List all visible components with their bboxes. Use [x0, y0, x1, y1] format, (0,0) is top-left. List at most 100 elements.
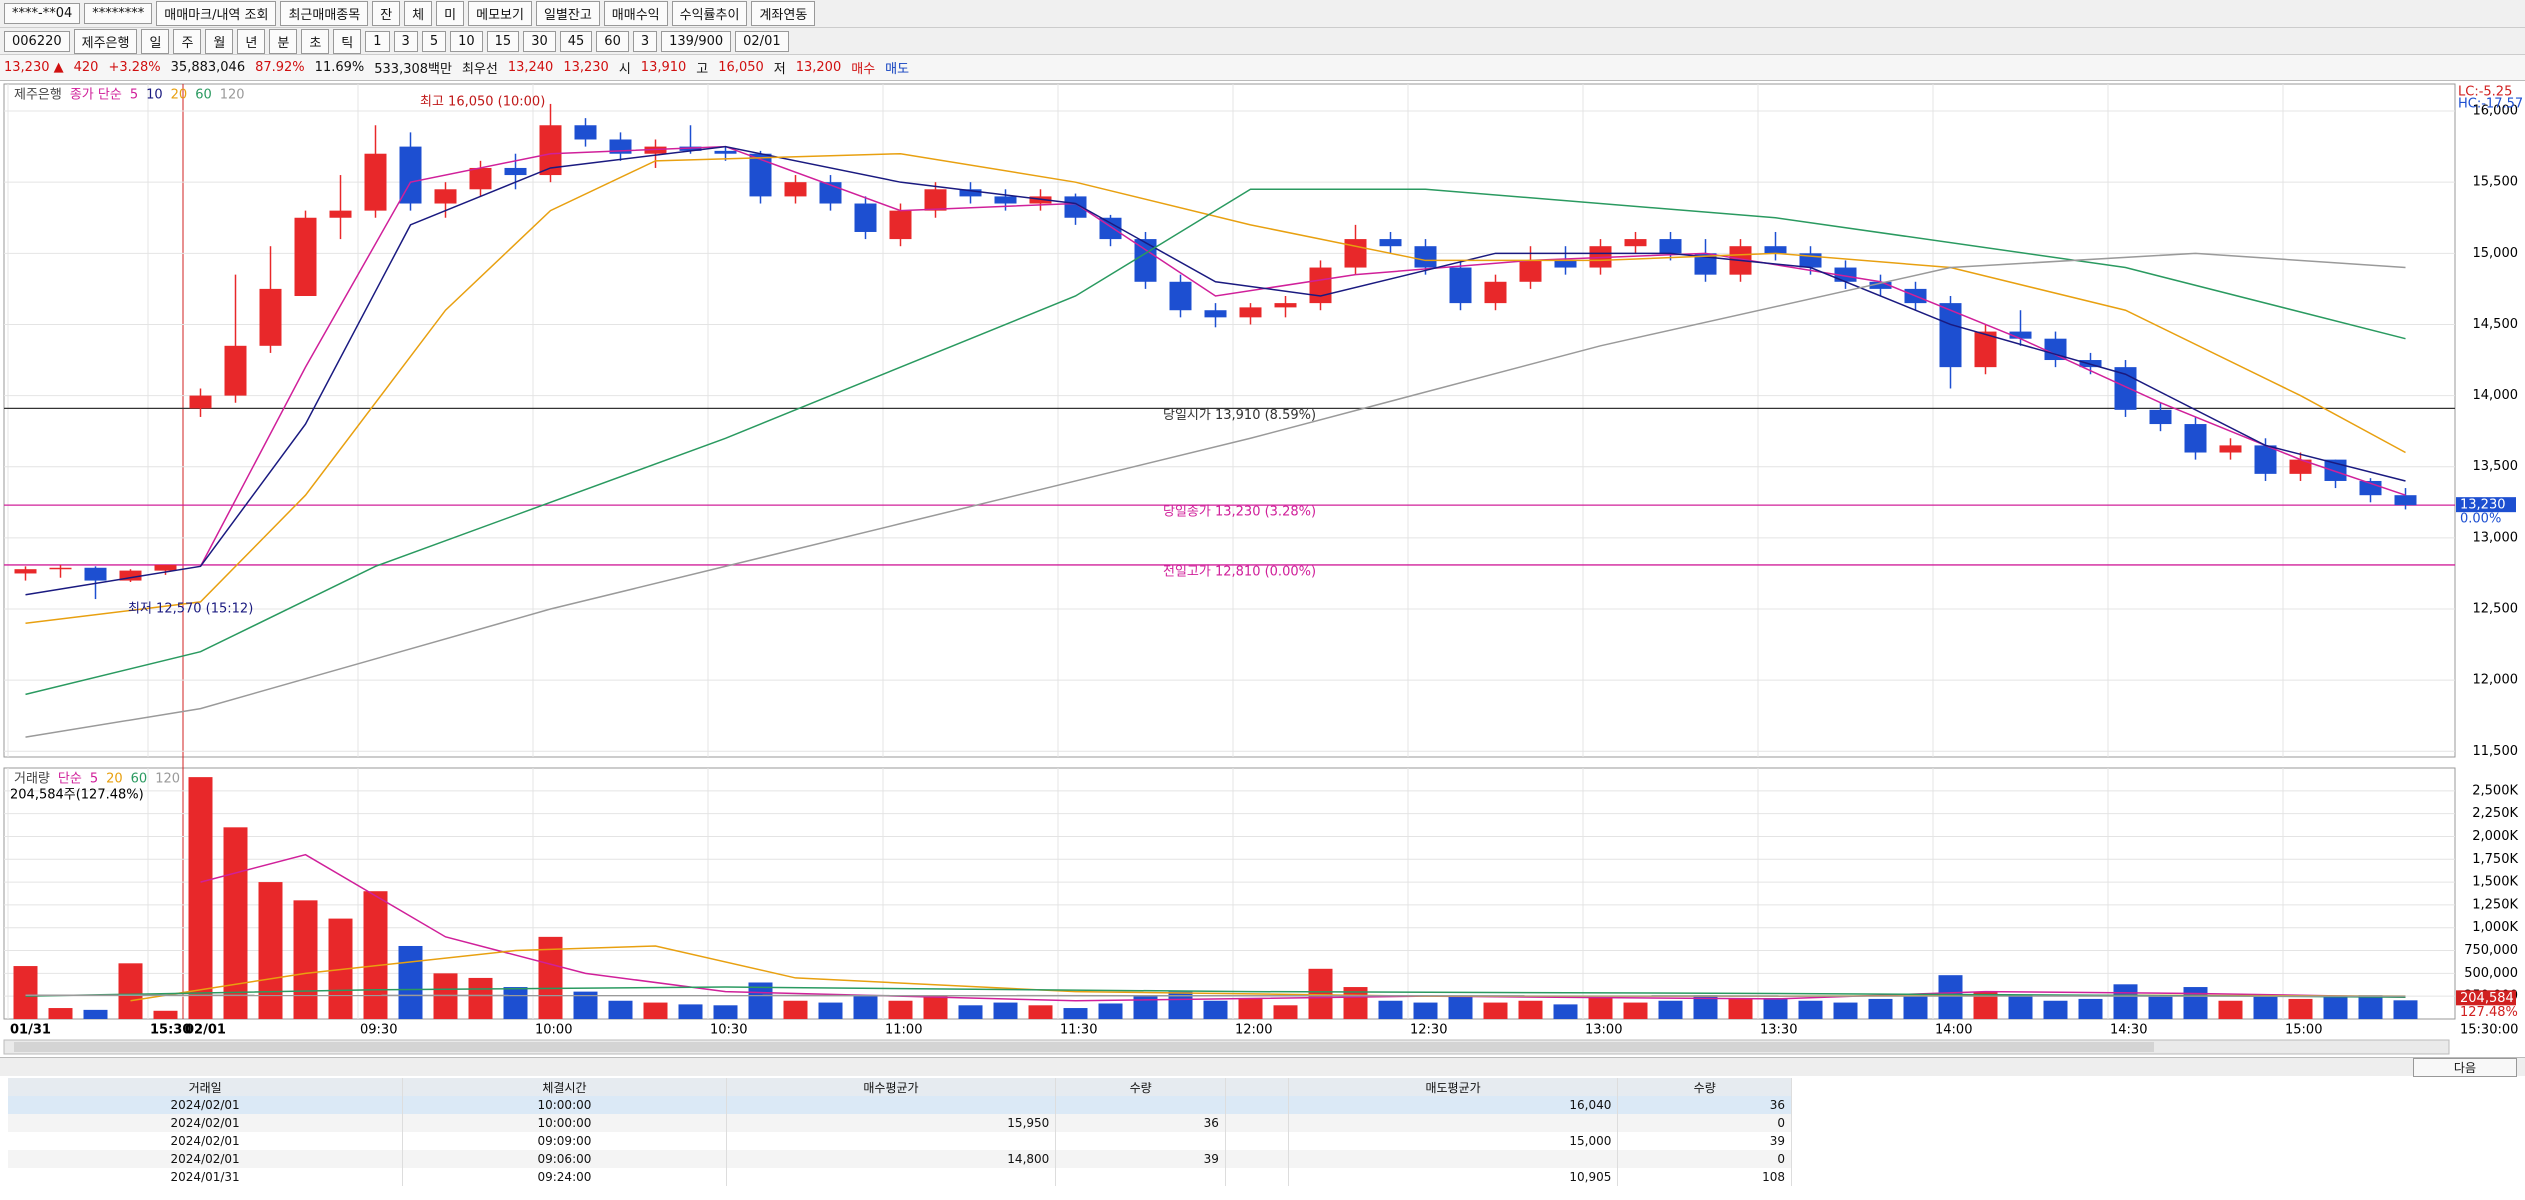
column-header: 수량 — [1617, 1078, 1792, 1096]
volume-bar — [923, 995, 948, 1019]
quote-field: 저 — [773, 62, 786, 77]
toolbar-button[interactable]: 년 — [237, 28, 266, 54]
ma-line — [25, 152, 2406, 624]
toolbar-button[interactable]: 미 — [436, 1, 465, 26]
volume-bar — [2043, 1000, 2068, 1019]
toolbar-button[interactable]: 일 — [141, 28, 170, 54]
toolbar-button[interactable]: ****-**04 — [4, 3, 81, 24]
toolbar-button[interactable]: 초 — [301, 28, 330, 54]
candle-body — [1414, 246, 1437, 268]
toolbar-button[interactable]: ******** — [84, 3, 153, 24]
table-cell — [1225, 1168, 1289, 1186]
pager: 다음 — [0, 1057, 2525, 1077]
table-cell — [1225, 1096, 1289, 1114]
toolbar-button[interactable]: 30 — [523, 30, 556, 52]
toolbar-button[interactable]: 잔 — [372, 1, 401, 26]
toolbar-button[interactable]: 139/900 — [661, 30, 732, 52]
candle-body — [1974, 331, 1997, 368]
table-cell — [726, 1132, 1057, 1150]
legend-entry: 20 — [171, 88, 188, 103]
candle-body — [1344, 239, 1367, 268]
table-row[interactable]: 2024/02/01 10:00:00 16,040 36 — [8, 1096, 1792, 1114]
x-tick-label: 10:00 — [535, 1023, 572, 1038]
volume-bar — [2183, 987, 2208, 1019]
volume-bar — [1868, 998, 1893, 1019]
volume-bar — [1798, 1000, 1823, 1019]
price-tag-label: 13,230 — [2460, 498, 2506, 513]
volume-bar — [678, 1004, 703, 1019]
toolbar-button[interactable]: 45 — [559, 30, 593, 52]
quote-field: 35,883,046 — [170, 60, 246, 75]
toolbar-button[interactable]: 일별잔고 — [535, 1, 600, 26]
table-cell: 0 — [1617, 1150, 1792, 1168]
table-cell: 108 — [1617, 1168, 1792, 1186]
quote-field: 13,910 — [640, 60, 687, 75]
toolbar-button[interactable]: 10 — [450, 30, 483, 52]
y-tick-label: 13,500 — [2473, 459, 2519, 474]
y-tick-label: 1,250K — [2472, 897, 2518, 912]
toolbar-button[interactable]: 분 — [269, 28, 298, 54]
table-row[interactable]: 2024/01/31 09:24:00 10,905 108 — [8, 1168, 1792, 1186]
candle-body — [2149, 409, 2172, 425]
x-tick-label: 14:30 — [2110, 1023, 2147, 1038]
y-tick-label: 750,000 — [2464, 943, 2518, 958]
quote-field: 420 — [73, 60, 99, 75]
volume-bar — [118, 963, 143, 1019]
table-row[interactable]: 2024/02/01 09:09:00 15,000 39 — [8, 1132, 1792, 1150]
volume-bar — [713, 1005, 738, 1019]
toolbar-button[interactable]: 주 — [173, 28, 202, 54]
legend-entry: 120 — [220, 88, 245, 103]
x-tick-label: 12:00 — [1235, 1023, 1272, 1038]
table-cell — [1225, 1114, 1289, 1132]
y-tick-label: 1,500K — [2472, 875, 2518, 890]
y-tick-label: 2,500K — [2472, 783, 2518, 798]
right-label: 0.00% — [2460, 512, 2501, 527]
toolbar-button[interactable]: 3 — [632, 30, 658, 52]
column-header: 수량 — [1055, 1078, 1226, 1096]
toolbar-button[interactable]: 수익률추이 — [671, 1, 748, 26]
legend-title: 종가 단순 — [70, 88, 122, 103]
toolbar-button[interactable]: 5 — [421, 30, 447, 52]
toolbar-button[interactable]: 006220 — [4, 30, 70, 52]
toolbar-button[interactable]: 제주은행 — [73, 28, 138, 54]
toolbar-button[interactable]: 틱 — [333, 28, 362, 54]
toolbar-button[interactable]: 60 — [596, 30, 629, 52]
table-cell — [1055, 1168, 1226, 1186]
volume-bar — [853, 996, 878, 1019]
table-row[interactable]: 2024/02/01 10:00:00 15,950 36 0 — [8, 1114, 1792, 1132]
legend-entry: 5 — [130, 88, 138, 103]
candle-body — [84, 567, 107, 581]
next-button[interactable]: 다음 — [2412, 1058, 2517, 1077]
volume-bar — [1728, 998, 1753, 1019]
toolbar-button[interactable]: 체 — [404, 1, 433, 26]
candle-body — [749, 153, 772, 197]
table-cell: 09:06:00 — [402, 1150, 727, 1168]
volume-bar — [1518, 1000, 1543, 1019]
quote-field: 13,230 — [563, 60, 609, 75]
toolbar-button[interactable]: 1 — [365, 30, 390, 52]
candle-body — [364, 153, 387, 211]
toolbar-button[interactable]: 월 — [205, 28, 234, 54]
scroll-thumb[interactable] — [14, 1042, 2154, 1052]
volume-bar — [888, 1000, 913, 1019]
volume-bar — [2253, 996, 2278, 1019]
volume-bar — [1763, 998, 1788, 1019]
toolbar-button[interactable]: 매매수익 — [603, 1, 668, 26]
toolbar-button[interactable]: 계좌연동 — [751, 1, 816, 26]
toolbar-button[interactable]: 매매마크/내역 조회 — [156, 1, 277, 26]
toolbar-button[interactable]: 02/01 — [735, 30, 789, 52]
volume-bar — [643, 1002, 668, 1019]
toolbar-button[interactable]: 메모보기 — [468, 1, 532, 26]
table-cell: 10:00:00 — [402, 1096, 727, 1114]
table-row[interactable]: 2024/02/01 09:06:00 14,800 39 0 — [8, 1150, 1792, 1168]
toolbar-button[interactable]: 15 — [486, 30, 520, 52]
toolbar-button[interactable]: 최근매매종목 — [280, 1, 369, 26]
toolbar-button[interactable]: 3 — [393, 30, 418, 52]
volume-bar — [398, 945, 423, 1019]
candle-body — [399, 146, 422, 204]
candle-body — [504, 167, 527, 176]
volume-bar — [1833, 1002, 1858, 1019]
candle-body — [574, 125, 597, 140]
y-tick-label: 14,000 — [2473, 388, 2519, 403]
